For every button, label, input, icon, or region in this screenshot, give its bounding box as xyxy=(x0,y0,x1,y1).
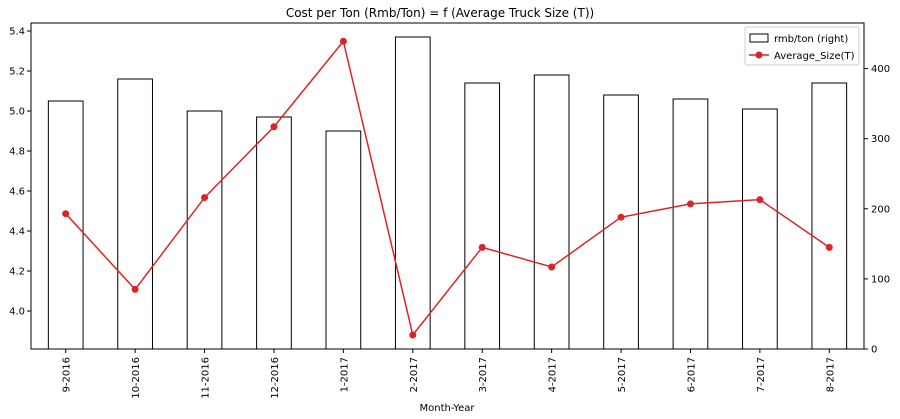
bar-1-2017 xyxy=(325,130,362,350)
y-axis-right: 0 100 200 300 400 xyxy=(864,64,890,356)
point-12-2016 xyxy=(270,123,278,131)
x-tick-label: 8-2017 xyxy=(825,357,836,392)
bar-12-2016 xyxy=(256,116,292,350)
point-8-2017 xyxy=(825,243,833,251)
point-1-2017 xyxy=(339,37,347,45)
y-right-tick-label: 200 xyxy=(871,204,890,215)
x-tick-label: 9-2016 xyxy=(62,357,73,392)
y-left-tick-label: 5.0 xyxy=(9,107,25,118)
legend-bar-swatch xyxy=(749,33,769,43)
point-9-2016 xyxy=(62,210,70,218)
y-left-tick-label: 4.6 xyxy=(9,187,25,198)
x-tick-label: 1-2017 xyxy=(339,357,350,392)
x-tick-label: 11-2016 xyxy=(201,357,212,399)
x-tick-label: 6-2017 xyxy=(686,357,697,392)
y-left-tick-label: 4.0 xyxy=(9,307,25,318)
y-right-tick-label: 0 xyxy=(871,345,877,356)
bar-4-2017 xyxy=(533,74,570,350)
x-tick-label: 12-2016 xyxy=(270,357,281,399)
point-4-2017 xyxy=(548,263,556,271)
point-3-2017 xyxy=(478,243,486,251)
point-6-2017 xyxy=(686,200,694,208)
line-average-size xyxy=(65,39,830,337)
plot-area xyxy=(30,22,865,350)
y-left-tick-label: 4.2 xyxy=(9,267,25,278)
point-7-2017 xyxy=(756,196,764,204)
bar-3-2017 xyxy=(464,82,501,350)
bar-2-2017 xyxy=(394,36,431,350)
y-right-tick-label: 100 xyxy=(871,274,890,285)
bars-layer xyxy=(47,36,848,350)
legend-line-marker xyxy=(755,51,763,59)
x-axis: 9-2016 10-2016 11-2016 12-2016 1-2017 2-2017 3… xyxy=(62,349,836,399)
x-tick-label: 3-2017 xyxy=(478,357,489,392)
point-5-2017 xyxy=(617,213,625,221)
chart-title: Cost per Ton (Rmb/Ton) = f (Average Truc… xyxy=(286,6,594,20)
y-left-tick-label: 5.2 xyxy=(9,67,25,78)
legend-label-bar: rmb/ton (right) xyxy=(774,34,848,45)
x-tick-label: 4-2017 xyxy=(548,357,559,392)
line-layer xyxy=(62,37,833,339)
x-tick-label: 5-2017 xyxy=(617,357,628,392)
bar-6-2017 xyxy=(672,98,709,350)
x-tick-label: 2-2017 xyxy=(409,357,420,392)
bar-5-2017 xyxy=(603,94,639,350)
x-axis-label: Month-Year xyxy=(420,403,476,414)
bar-7-2017 xyxy=(742,108,778,350)
y-left-tick-label: 4.4 xyxy=(9,227,25,238)
bar-8-2017 xyxy=(811,82,848,350)
legend-label-line: Average_Size(T) xyxy=(774,51,855,62)
bar-9-2016 xyxy=(47,100,84,350)
point-10-2016 xyxy=(131,285,139,293)
bar-10-2016 xyxy=(117,78,153,350)
y-right-tick-label: 400 xyxy=(871,64,890,75)
legend: rmb/ton (right) Average_Size(T) xyxy=(744,26,860,66)
x-tick-label: 7-2017 xyxy=(756,357,767,392)
legend-box xyxy=(744,26,860,66)
y-right-tick-label: 300 xyxy=(871,134,890,145)
x-tick-label: 10-2016 xyxy=(131,357,142,399)
point-11-2016 xyxy=(201,194,209,202)
bar-11-2016 xyxy=(186,110,223,350)
y-left-tick-label: 5.4 xyxy=(9,27,25,38)
point-2-2017 xyxy=(409,331,417,339)
y-axis-left: 4.0 4.2 4.4 4.6 4.8 5.0 5.2 5.4 xyxy=(9,27,31,318)
y-left-tick-label: 4.8 xyxy=(9,147,25,158)
